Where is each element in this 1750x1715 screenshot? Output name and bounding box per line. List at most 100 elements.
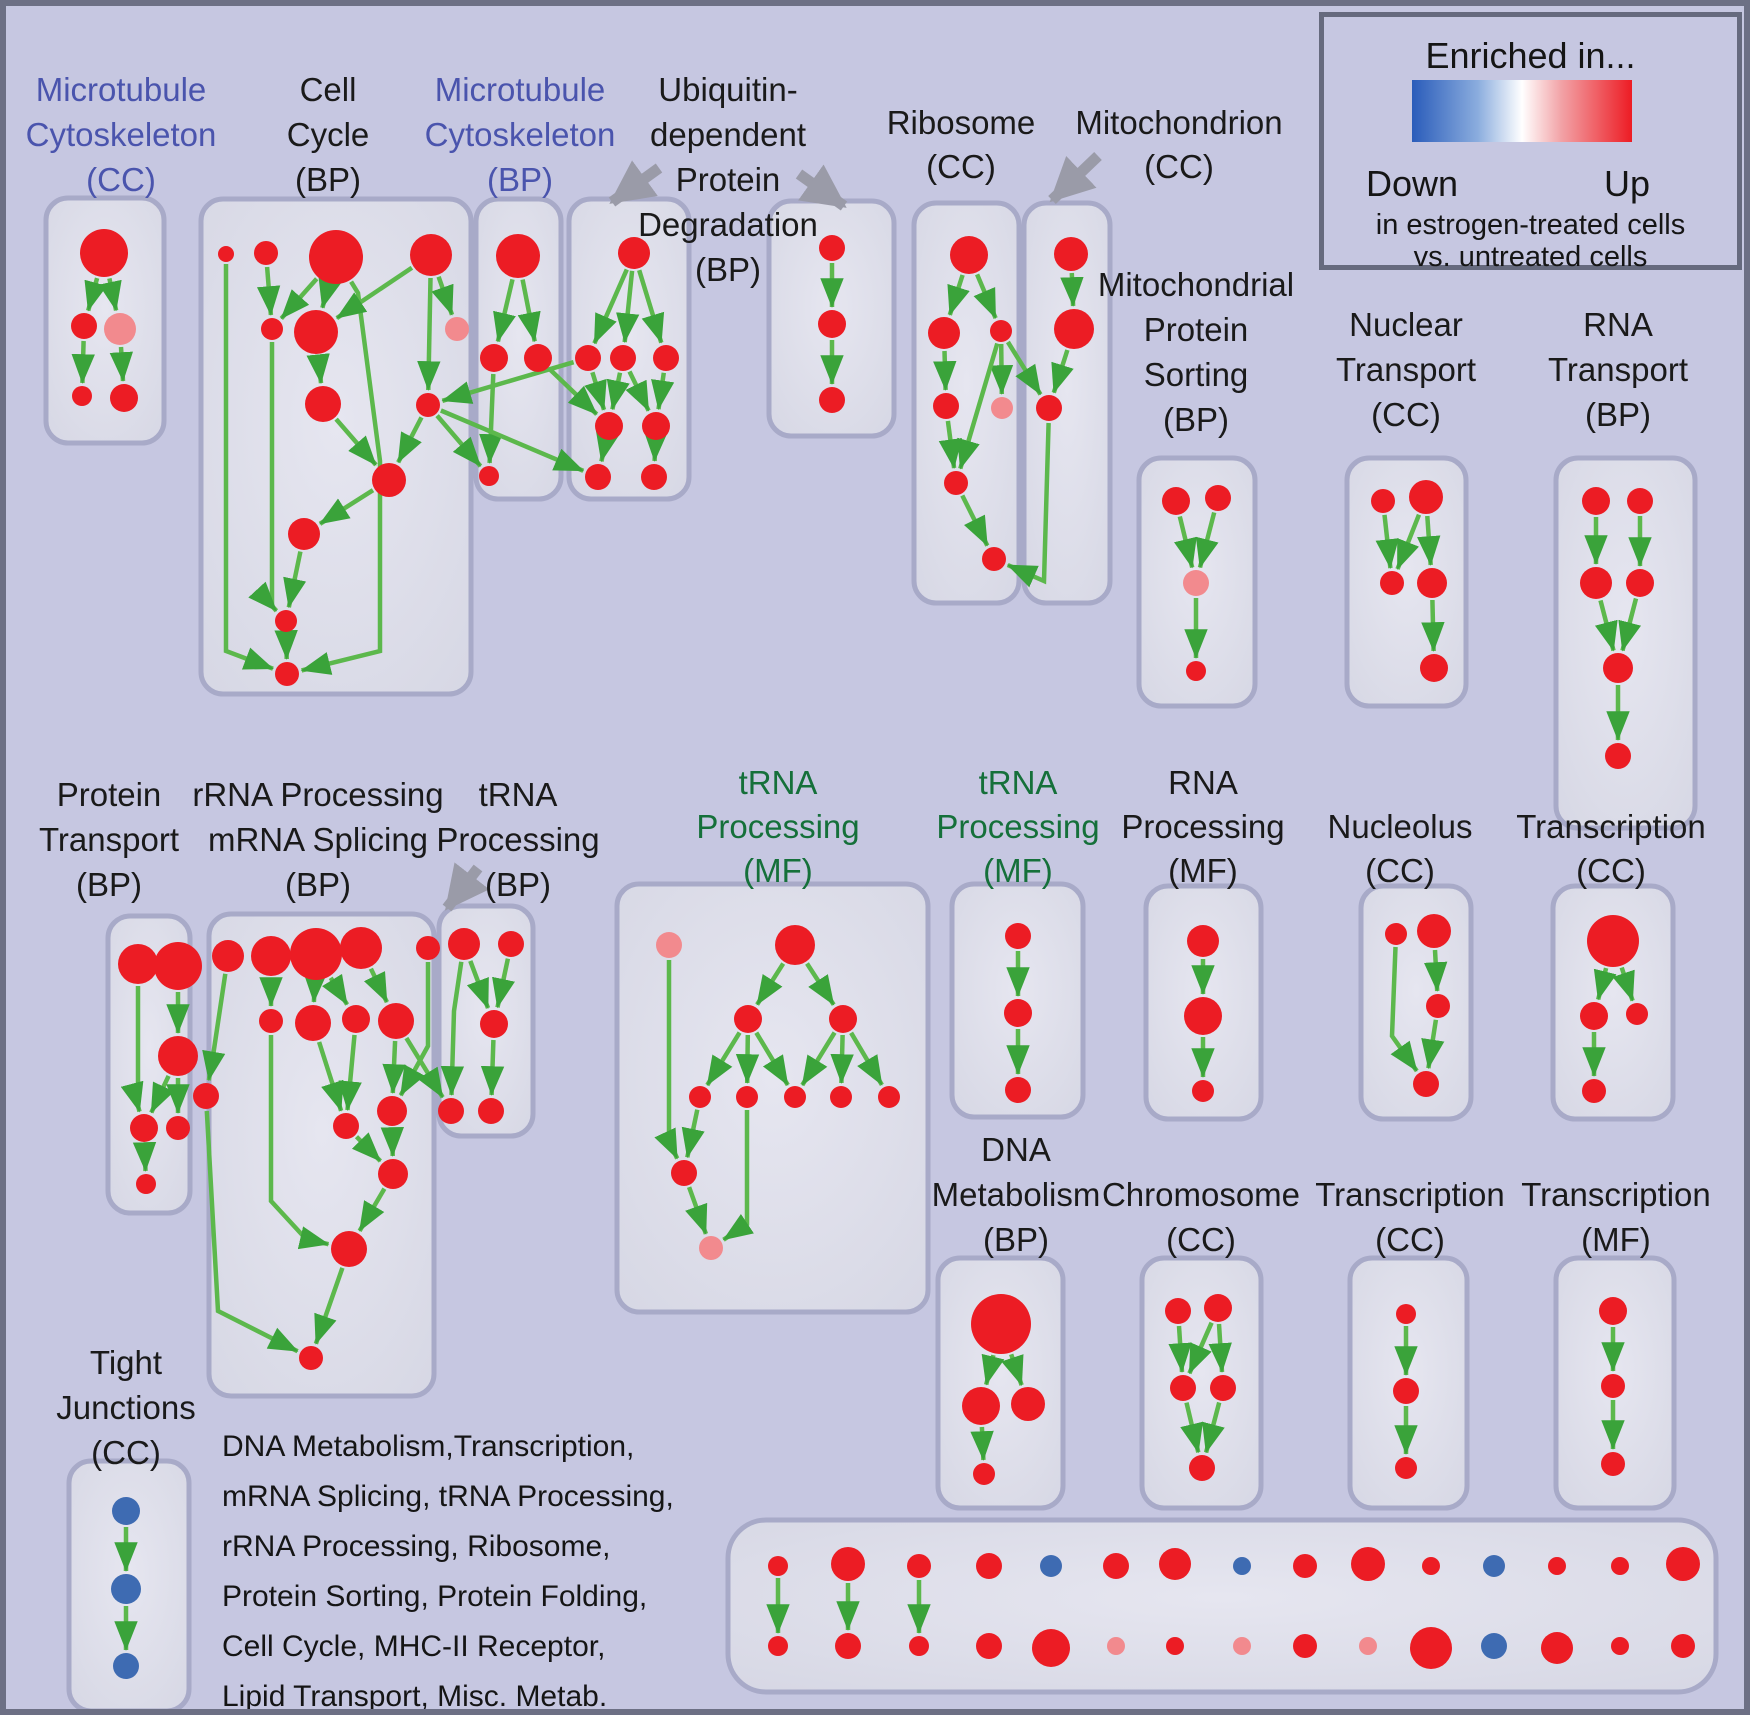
go-term-node: [1671, 1634, 1695, 1658]
go-term-node: [275, 610, 297, 632]
hierarchy-edge: [318, 276, 342, 309]
go-term-node: [480, 1010, 508, 1038]
go-term-node: [136, 1174, 156, 1194]
go-term-node: [585, 464, 611, 490]
group-label-dna-metabolism: DNA Metabolism (BP): [932, 1131, 1101, 1258]
go-term-node: [1187, 925, 1219, 957]
hierarchy-edge: [705, 1031, 742, 1087]
go-term-node: [479, 466, 499, 486]
go-term-node: [1413, 1071, 1439, 1097]
hierarchy-edge: [1612, 966, 1635, 1002]
hierarchy-edge: [98, 277, 122, 312]
go-term-node: [340, 927, 382, 969]
go-term-node: [976, 1553, 1002, 1579]
go-term-node: [212, 940, 244, 972]
hierarchy-edge: [644, 431, 668, 462]
go-term-node: [309, 230, 363, 284]
hierarchy-edge: [1180, 1402, 1204, 1454]
hierarchy-edge: [1395, 513, 1422, 570]
go-term-node: [653, 345, 679, 371]
go-term-node: [118, 944, 158, 984]
go-term-node: [1036, 395, 1062, 421]
caption-line: DNA Metabolism,Transcription,: [222, 1430, 635, 1463]
go-term-node: [835, 1633, 861, 1659]
go-term-node: [1420, 654, 1448, 682]
group-label-mito-protein-sorting: Mitochondrial Protein Sorting (BP): [1098, 266, 1294, 438]
hierarchy-edge: [300, 280, 383, 675]
go-term-node: [1183, 570, 1209, 596]
go-term-node: [1587, 915, 1639, 967]
go-term-node: [671, 1160, 697, 1186]
go-term-node: [878, 1086, 900, 1108]
go-term-node: [642, 412, 670, 440]
go-term-node: [254, 241, 278, 265]
legend-box: Enriched in... Down Up in estrogen-treat…: [1319, 12, 1742, 273]
hierarchy-edge: [283, 551, 307, 609]
label-pointer-arrow: [608, 160, 663, 207]
hierarchy-edge: [1168, 1325, 1192, 1373]
layer-nodes: [71, 229, 1700, 1679]
hierarchy-edge: [830, 1034, 854, 1084]
go-term-node: [1189, 1455, 1215, 1481]
hierarchy-edge: [957, 342, 1000, 470]
go-term-node: [1371, 489, 1395, 513]
go-term-node: [1004, 999, 1032, 1027]
hierarchy-edge: [685, 1186, 709, 1235]
go-term-node: [689, 1086, 711, 1108]
go-term-node: [618, 237, 650, 269]
go-term-node: [299, 1346, 323, 1370]
hierarchy-edge: [1202, 1401, 1225, 1454]
label-pointer-arrow: [442, 862, 490, 912]
hierarchy-edge: [1001, 1353, 1024, 1386]
hierarchy-edge: [84, 277, 108, 312]
go-term-node: [1107, 1637, 1125, 1655]
go-term-node: [656, 932, 682, 958]
hierarchy-edge: [202, 973, 228, 1082]
legend-down-label: Down: [1365, 163, 1459, 204]
hierarchy-edge: [256, 266, 281, 316]
go-term-node: [829, 1005, 857, 1033]
hierarchy-edge: [431, 275, 455, 316]
hierarchy-edge: [651, 372, 675, 411]
hierarchy-edge: [1060, 272, 1084, 307]
go-term-node: [1293, 1554, 1317, 1578]
go-term-node: [736, 1086, 758, 1108]
go-term-node: [775, 925, 815, 965]
go-term-node: [944, 471, 968, 495]
hierarchy-edge: [351, 1132, 383, 1163]
caption-line: Cell Cycle, MHC-II Receptor,: [222, 1630, 606, 1663]
go-term-node: [973, 1463, 995, 1485]
hierarchy-edge: [279, 277, 319, 320]
go-term-node: [907, 1554, 931, 1578]
hierarchy-edge: [480, 1039, 505, 1096]
go-term-node: [193, 1083, 219, 1109]
group-label-rna-processing-mf: RNA Processing (MF): [1121, 764, 1284, 889]
hierarchy-edge: [989, 343, 1014, 395]
legend-subtitle-line1: in estrogen-treated cells: [1375, 209, 1686, 241]
go-term-node: [259, 1009, 283, 1033]
hierarchy-edge: [109, 346, 133, 382]
hierarchy-edge: [204, 1110, 299, 1354]
hierarchy-edge: [584, 371, 607, 411]
group-label-transcription-cc-2: Transcription (CC): [1315, 1176, 1505, 1258]
go-term-node: [275, 662, 299, 686]
hierarchy-edge: [132, 1141, 157, 1172]
caption-line: Lipid Transport, Misc. Metab.: [222, 1680, 608, 1713]
hierarchy-edge: [1195, 511, 1219, 569]
go-term-node: [909, 1636, 929, 1656]
legend-subtitle-line2: vs. untreated cells: [1413, 241, 1648, 273]
group-label-nucleolus: Nucleolus (CC): [1328, 808, 1473, 889]
go-term-node: [1162, 487, 1190, 515]
go-term-node: [1159, 1548, 1191, 1580]
go-term-node: [104, 313, 136, 345]
hierarchy-edge: [800, 1031, 837, 1087]
hierarchy-edge: [1005, 340, 1043, 396]
hierarchy-edge: [404, 1036, 445, 1099]
group-label-rna-transport: RNA Transport (BP): [1548, 306, 1688, 433]
hierarchy-edge: [973, 273, 998, 319]
go-term-node: [575, 345, 601, 371]
hierarchy-edge: [334, 417, 378, 467]
go-term-node: [1204, 1294, 1232, 1322]
hierarchy-edge: [654, 960, 680, 1160]
